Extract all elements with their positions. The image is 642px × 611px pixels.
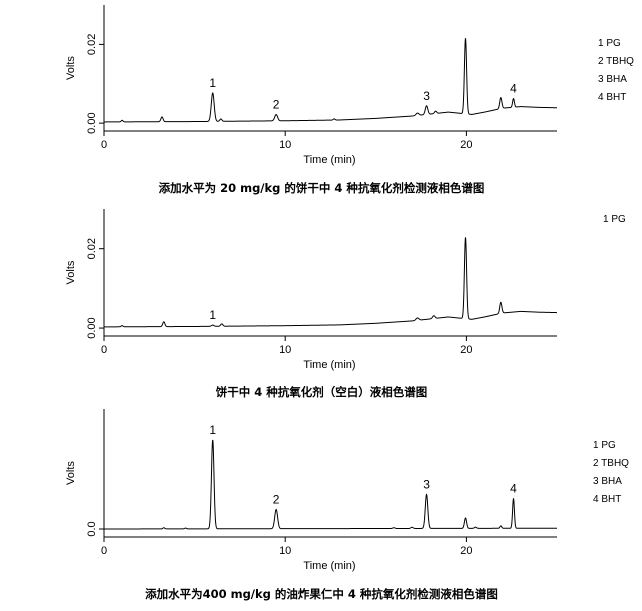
peak-label-1: 1	[209, 76, 216, 90]
chart-panel-1: 0 10 20 0.00 0.02 Time (min) Volts 1 2 3 4 1 PG 2 TB…	[65, 5, 634, 195]
chart-panel-2: 0 10 20 0.00 0.02 Time (min) Volts 1 1 PG 饼干中 4 种…	[65, 209, 626, 399]
y-tick-label: 0.02	[86, 238, 98, 259]
legend-entry: 2 TBHQ	[593, 458, 629, 469]
x-tick-label: 0	[101, 545, 107, 557]
x-axis-label: Time (min)	[303, 154, 355, 166]
legend-entry: 1 PG	[603, 214, 626, 225]
x-tick-label: 20	[460, 344, 472, 356]
signal-trace	[104, 439, 557, 530]
signal-trace	[104, 38, 558, 123]
y-axis-label: Volts	[65, 56, 77, 80]
peak-label-3: 3	[423, 477, 430, 491]
peak-label-4: 4	[510, 482, 517, 496]
x-tick-label: 0	[101, 139, 107, 151]
peak-label-4: 4	[510, 82, 517, 96]
chart-caption: 添加水平为400 mg/kg 的油炸果仁中 4 种抗氧化剂检测液相色谱图	[145, 587, 498, 601]
x-tick-label: 10	[279, 545, 291, 557]
legend-entry: 4 BHT	[593, 494, 621, 505]
x-axis-label: Time (min)	[303, 359, 355, 371]
peak-label-1: 1	[209, 423, 216, 437]
x-tick-label: 10	[279, 344, 291, 356]
y-tick-label: 0.02	[86, 34, 98, 55]
peak-label-2: 2	[273, 492, 280, 506]
legend-entry: 1 PG	[593, 440, 616, 451]
y-axis-label: Volts	[65, 461, 77, 485]
x-tick-label: 20	[460, 545, 472, 557]
legend-entry: 3 BHA	[598, 74, 627, 85]
legend-entry: 4 BHT	[598, 92, 626, 103]
chart-caption: 添加水平为 20 mg/kg 的饼干中 4 种抗氧化剂检测液相色谱图	[159, 181, 485, 195]
peak-label-3: 3	[423, 89, 430, 103]
peak-label-1: 1	[209, 308, 216, 322]
legend-entry: 3 BHA	[593, 476, 622, 487]
x-tick-label: 10	[279, 139, 291, 151]
y-axis-label: Volts	[65, 260, 77, 284]
x-tick-label: 20	[460, 139, 472, 151]
signal-trace	[104, 237, 557, 328]
x-axis-label: Time (min)	[303, 560, 355, 572]
chart-panel-3: 0 10 20 0.0 Time (min) Volts 1 2 3 4 1 PG 2 TBHQ 3 B…	[65, 409, 629, 601]
legend-entry: 1 PG	[598, 38, 621, 49]
y-tick-label: 0.00	[86, 317, 98, 338]
legend-entry: 2 TBHQ	[598, 56, 634, 67]
chart-caption: 饼干中 4 种抗氧化剂（空白）液相色谱图	[216, 385, 428, 399]
peak-label-2: 2	[273, 98, 280, 112]
y-tick-label: 0.00	[86, 112, 98, 133]
y-tick-label: 0.0	[86, 521, 98, 536]
x-tick-label: 0	[101, 344, 107, 356]
